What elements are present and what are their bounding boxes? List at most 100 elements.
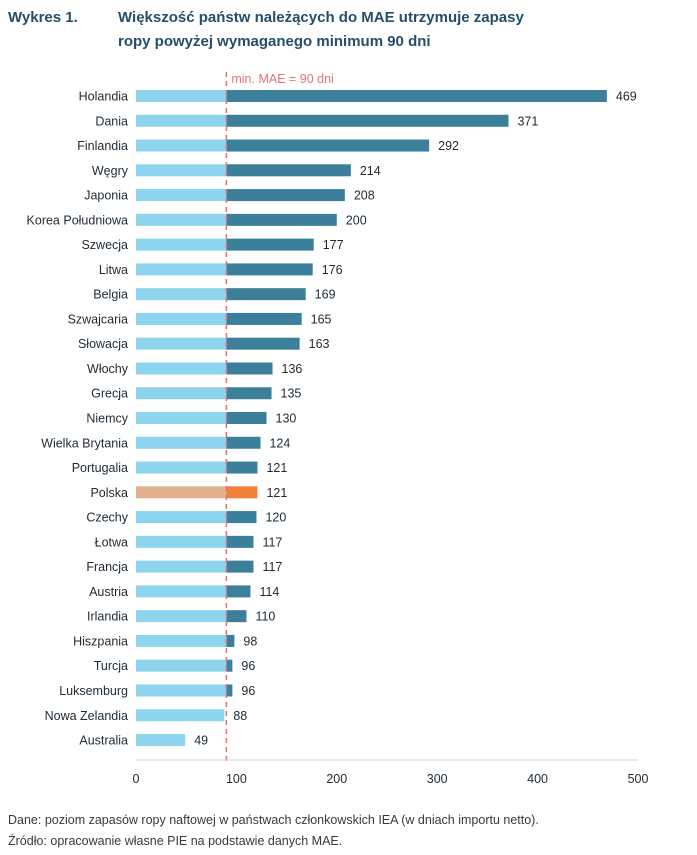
category-label-wegry: Węgry: [92, 164, 129, 178]
value-label-lotwa: 117: [262, 535, 282, 549]
bar-above-threshold-japonia: [226, 189, 345, 202]
category-label-austria: Austria: [89, 585, 128, 599]
bar-above-threshold-lotwa: [226, 535, 254, 548]
bar-above-threshold-austria: [226, 585, 251, 598]
x-tick-label-400: 400: [527, 772, 548, 786]
bar-below-threshold-szwajcaria: [136, 312, 227, 325]
bar-above-threshold-wielka-brytania: [226, 436, 261, 449]
bar-above-threshold-szwajcaria: [226, 312, 302, 325]
bar-below-threshold-polska: [136, 486, 227, 499]
threshold-label: min. MAE = 90 dni: [231, 72, 333, 86]
category-label-slowacja: Słowacja: [78, 337, 128, 351]
bar-above-threshold-portugalia: [226, 461, 258, 474]
category-label-niemcy: Niemcy: [86, 412, 128, 426]
value-label-nowa-zelandia: 88: [233, 709, 247, 723]
bar-above-threshold-turcja: [226, 659, 233, 672]
bar-below-threshold-australia: [136, 734, 186, 747]
bar-above-threshold-irlandia: [226, 610, 247, 623]
value-label-irlandia: 110: [255, 610, 275, 624]
bar-below-threshold-portugalia: [136, 461, 227, 474]
value-label-finlandia: 292: [438, 139, 459, 153]
data-note: Dane: poziom zapasów ropy naftowej w pań…: [8, 813, 539, 827]
bar-below-threshold-turcja: [136, 659, 227, 672]
bar-below-threshold-korea-poludniowa: [136, 213, 227, 226]
bar-chart: Holandia 469 Dania 371 Finlandia 292 Węgry 214 J…: [27, 72, 649, 786]
x-tick-label-300: 300: [427, 772, 448, 786]
value-label-belgia: 169: [315, 288, 336, 302]
bar-below-threshold-japonia: [136, 189, 227, 202]
category-label-litwa: Litwa: [99, 263, 128, 277]
value-label-polska: 121: [266, 486, 287, 500]
bar-below-threshold-irlandia: [136, 610, 227, 623]
category-label-szwecja: Szwecja: [81, 238, 128, 252]
value-label-holandia: 469: [616, 90, 637, 104]
x-tick-label-500: 500: [628, 772, 649, 786]
category-label-szwajcaria: Szwajcaria: [68, 312, 128, 326]
bar-below-threshold-lotwa: [136, 535, 227, 548]
category-label-holandia: Holandia: [79, 90, 128, 104]
category-label-grecja: Grecja: [91, 387, 128, 401]
bar-above-threshold-korea-poludniowa: [226, 213, 337, 226]
value-label-austria: 114: [259, 585, 279, 599]
value-label-francja: 117: [262, 560, 282, 574]
chart-title: Większość państw należących do MAE utrzy…: [118, 9, 524, 50]
x-tick-label-200: 200: [326, 772, 347, 786]
category-label-dania: Dania: [95, 114, 128, 128]
category-label-wielka-brytania: Wielka Brytania: [41, 436, 128, 450]
bar-above-threshold-czechy: [226, 511, 257, 524]
category-label-hiszpania: Hiszpania: [73, 634, 128, 648]
bar-above-threshold-luksemburg: [226, 684, 233, 697]
bar-above-threshold-polska: [226, 486, 258, 499]
value-label-australia: 49: [194, 734, 208, 748]
category-label-finlandia: Finlandia: [77, 139, 128, 153]
bar-below-threshold-niemcy: [136, 412, 227, 425]
bar-below-threshold-austria: [136, 585, 227, 598]
value-label-turcja: 96: [241, 659, 255, 673]
bar-below-threshold-nowa-zelandia: [136, 709, 225, 722]
bar-above-threshold-finlandia: [226, 139, 430, 152]
value-label-szwajcaria: 165: [311, 312, 332, 326]
value-label-slowacja: 163: [309, 337, 330, 351]
bar-below-threshold-slowacja: [136, 337, 227, 350]
x-tick-label-0: 0: [133, 772, 140, 786]
bar-below-threshold-hiszpania: [136, 634, 227, 647]
bar-above-threshold-wegry: [226, 164, 351, 177]
bar-above-threshold-belgia: [226, 288, 306, 301]
category-label-irlandia: Irlandia: [87, 610, 128, 624]
bar-below-threshold-wlochy: [136, 362, 227, 375]
chart-header: Wykres 1. Większość państw należących do…: [8, 6, 688, 54]
bar-above-threshold-szwecja: [226, 238, 314, 251]
value-label-korea-poludniowa: 200: [346, 213, 367, 227]
bar-below-threshold-grecja: [136, 387, 227, 400]
bar-above-threshold-litwa: [226, 263, 313, 276]
bar-below-threshold-litwa: [136, 263, 227, 276]
bar-below-threshold-szwecja: [136, 238, 227, 251]
bar-above-threshold-francja: [226, 560, 254, 573]
value-label-wegry: 214: [360, 164, 381, 178]
bar-below-threshold-czechy: [136, 511, 227, 524]
value-label-japonia: 208: [354, 189, 375, 203]
bar-below-threshold-belgia: [136, 288, 227, 301]
figure-label: Wykres 1.: [8, 9, 78, 26]
category-label-nowa-zelandia: Nowa Zelandia: [45, 709, 128, 723]
value-label-czechy: 120: [265, 511, 286, 525]
category-label-czechy: Czechy: [86, 511, 128, 525]
bar-below-threshold-holandia: [136, 90, 227, 102]
category-label-polska: Polska: [90, 486, 128, 500]
category-label-francja: Francja: [86, 560, 128, 574]
chart-footer: Dane: poziom zapasów ropy naftowej w pań…: [8, 810, 539, 852]
bar-above-threshold-wlochy: [226, 362, 273, 375]
bar-below-threshold-dania: [136, 114, 227, 127]
bar-below-threshold-luksemburg: [136, 684, 227, 697]
bar-above-threshold-grecja: [226, 387, 272, 400]
category-label-luksemburg: Luksemburg: [59, 684, 128, 698]
category-label-belgia: Belgia: [93, 288, 128, 302]
value-label-litwa: 176: [322, 263, 343, 277]
bar-below-threshold-wegry: [136, 164, 227, 177]
value-label-luksemburg: 96: [241, 684, 255, 698]
category-label-korea-poludniowa: Korea Południowa: [27, 213, 129, 227]
x-tick-label-100: 100: [226, 772, 247, 786]
bar-below-threshold-finlandia: [136, 139, 227, 152]
category-label-wlochy: Włochy: [87, 362, 129, 376]
bar-below-threshold-wielka-brytania: [136, 436, 227, 449]
